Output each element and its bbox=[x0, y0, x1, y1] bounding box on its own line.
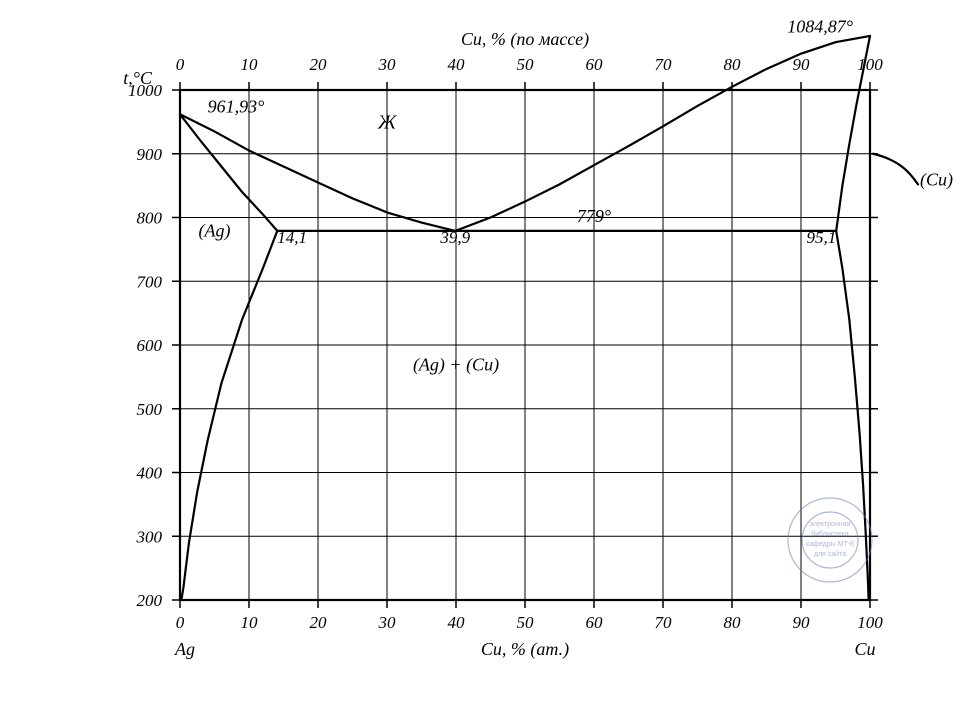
label-val_e: 39,9 bbox=[439, 228, 470, 247]
x-bottom-tick-label: 80 bbox=[724, 613, 742, 632]
y-tick-label: 600 bbox=[137, 336, 163, 355]
x-top-tick-label: 80 bbox=[724, 55, 742, 74]
y-tick-label: 500 bbox=[137, 400, 163, 419]
x-top-tick-label: 60 bbox=[586, 55, 604, 74]
x-bottom-tick-label: 40 bbox=[448, 613, 466, 632]
curve-solidus_left bbox=[180, 114, 277, 231]
x-bottom-tick-label: 20 bbox=[310, 613, 328, 632]
label-val_b: 95,1 bbox=[806, 228, 836, 247]
stamp-line: библиотека bbox=[811, 530, 849, 538]
x-bottom-tick-label: 100 bbox=[857, 613, 883, 632]
x-bottom-tick-label: 60 bbox=[586, 613, 604, 632]
stamp-line: для сайта bbox=[814, 550, 846, 558]
y-tick-label: 200 bbox=[137, 591, 163, 610]
x-bottom-tick-label: 70 bbox=[655, 613, 673, 632]
x-top-tick-label: 10 bbox=[241, 55, 259, 74]
label-eutectic_T: 779° bbox=[577, 206, 611, 226]
x-right-end-label: Cu bbox=[854, 639, 875, 659]
x-bottom-tick-label: 10 bbox=[241, 613, 259, 632]
x-bottom-tick-label: 0 bbox=[176, 613, 185, 632]
x-top-tick-label: 70 bbox=[655, 55, 673, 74]
stamp-line: электронная bbox=[810, 521, 851, 528]
stamp-line: кафедры МТ-8 bbox=[806, 541, 854, 548]
x-bottom-tick-label: 30 bbox=[378, 613, 397, 632]
y-tick-label: 700 bbox=[137, 272, 163, 291]
label-two_phase: (Ag) + (Cu) bbox=[413, 355, 499, 376]
x-left-end-label: Ag bbox=[174, 639, 195, 659]
y-tick-label: 300 bbox=[136, 527, 163, 546]
label-beta: (Cu) bbox=[920, 170, 953, 191]
x-top-tick-label: 40 bbox=[448, 55, 466, 74]
y-axis-label: t,°C bbox=[123, 68, 153, 88]
label-Ag_melt: 961,93° bbox=[208, 96, 265, 116]
curve-solidus_right bbox=[836, 36, 870, 231]
x-tick-labels: 0 10 20 30 40 50 60 70 80 90 100 0 10 20 30 40 50 60 70 80 9… bbox=[176, 55, 884, 632]
y-tick-labels: 2003004005006007008009001000 bbox=[128, 81, 163, 610]
label-Cu_melt: 1084,87° bbox=[787, 17, 853, 37]
x-top-tick-label: 50 bbox=[517, 55, 535, 74]
x-axis-bottom-label: Cu, % (ат.) bbox=[481, 639, 569, 660]
leader-cu-label bbox=[873, 154, 918, 185]
x-bottom-tick-label: 90 bbox=[793, 613, 811, 632]
x-top-tick-label: 0 bbox=[176, 55, 185, 74]
y-tick-label: 400 bbox=[137, 464, 163, 483]
x-bottom-tick-label: 50 bbox=[517, 613, 535, 632]
label-val_a: 14,1 bbox=[277, 228, 307, 247]
y-tick-label: 800 bbox=[137, 209, 163, 228]
label-liquid: Ж bbox=[377, 111, 398, 133]
x-top-tick-label: 30 bbox=[378, 55, 397, 74]
curve-solvus_left bbox=[181, 231, 277, 600]
x-top-tick-label: 20 bbox=[310, 55, 328, 74]
x-top-tick-label: 90 bbox=[793, 55, 811, 74]
label-alpha: (Ag) bbox=[199, 221, 231, 242]
x-top-tick-label: 100 bbox=[857, 55, 883, 74]
y-tick-label: 900 bbox=[137, 145, 163, 164]
x-axis-top-label: Cu, % (по массе) bbox=[461, 29, 589, 50]
